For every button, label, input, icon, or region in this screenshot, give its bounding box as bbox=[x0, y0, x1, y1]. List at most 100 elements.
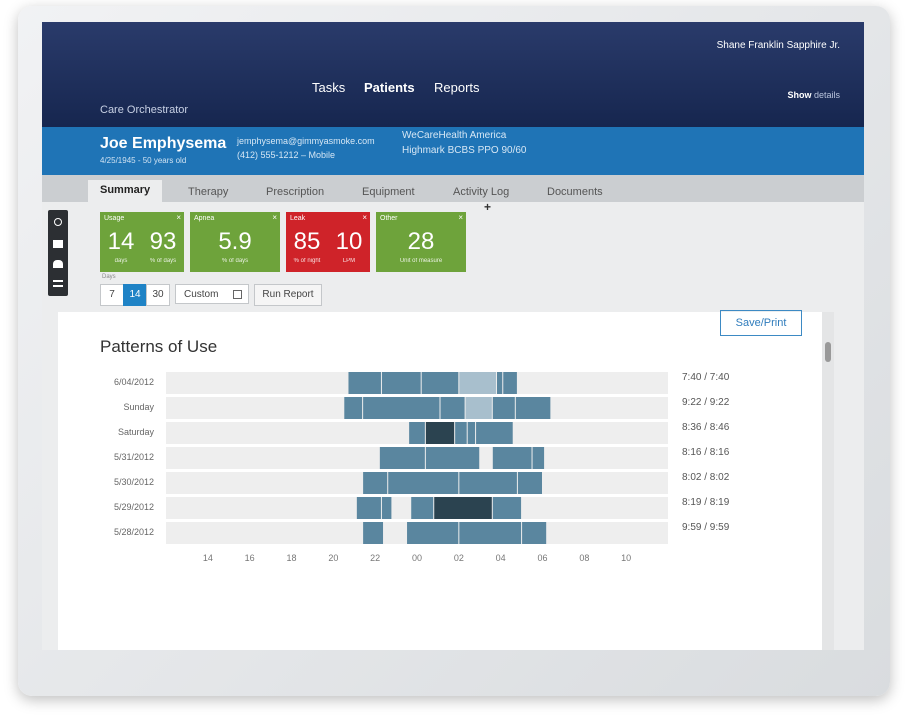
row-duration: 8:16 / 8:16 bbox=[682, 447, 730, 458]
usage-segment bbox=[407, 522, 459, 544]
patient-email: jemphysema@gimmyasmoke.com bbox=[237, 136, 375, 146]
tab[interactable]: Prescription bbox=[266, 186, 325, 198]
usage-segment bbox=[411, 497, 434, 519]
row-date: 5/30/2012 bbox=[114, 477, 154, 487]
x-tick-label: 02 bbox=[454, 553, 464, 563]
usage-segment bbox=[532, 447, 545, 469]
row-date: Sunday bbox=[123, 402, 154, 412]
usage-segment bbox=[363, 397, 440, 419]
day-option[interactable]: 7 bbox=[100, 284, 124, 306]
usage-segment bbox=[459, 522, 522, 544]
usage-segment bbox=[492, 497, 522, 519]
tile-close[interactable]: × bbox=[272, 213, 277, 222]
patient-phone: (412) 555-1212 – Mobile bbox=[237, 150, 336, 160]
usage-segment bbox=[515, 397, 551, 419]
search-icon[interactable] bbox=[54, 218, 62, 226]
usage-segment bbox=[434, 497, 492, 519]
x-tick-label: 14 bbox=[203, 553, 213, 563]
x-tick-label: 06 bbox=[537, 553, 547, 563]
tile-close[interactable]: × bbox=[176, 213, 181, 222]
tool-icon[interactable] bbox=[53, 240, 63, 248]
tile-unit: Unit of measure bbox=[399, 258, 443, 264]
tab[interactable]: Summary bbox=[88, 180, 163, 202]
row-duration: 8:36 / 8:46 bbox=[682, 422, 730, 433]
tile[interactable]: Usage × 14 days 93 % of days bbox=[100, 212, 184, 272]
usage-segment bbox=[363, 522, 384, 544]
usage-segment bbox=[356, 497, 381, 519]
patient-band: Joe Emphysema 4/25/1945 - 50 years old j… bbox=[42, 127, 864, 175]
app-name: Care Orchestrator bbox=[100, 104, 189, 116]
day-option[interactable]: 14 bbox=[123, 284, 147, 306]
usage-segment bbox=[503, 372, 517, 394]
usage-segment bbox=[409, 422, 425, 444]
show-details[interactable]: Show details bbox=[787, 90, 840, 100]
row-duration: 8:19 / 8:19 bbox=[682, 497, 730, 508]
nav-item[interactable]: Reports bbox=[434, 80, 480, 95]
patterns-chart: Patterns of Use 6/04/2012 7:40 / 7:40 Sund… bbox=[100, 337, 730, 563]
x-tick-label: 16 bbox=[245, 553, 255, 563]
tile-title: Other bbox=[380, 215, 398, 222]
scrollbar bbox=[822, 312, 834, 650]
usage-segment bbox=[381, 372, 421, 394]
usage-segment bbox=[388, 472, 459, 494]
x-tick-label: 22 bbox=[370, 553, 380, 563]
tile-value: 14 bbox=[107, 228, 135, 255]
tab[interactable]: Equipment bbox=[362, 186, 415, 198]
row-date: Saturday bbox=[118, 427, 155, 437]
tile[interactable]: Apnea × 5.9 % of days bbox=[190, 212, 280, 272]
x-tick-label: 00 bbox=[412, 553, 422, 563]
usage-segment bbox=[496, 372, 503, 394]
list-icon[interactable] bbox=[53, 280, 63, 287]
user-icon[interactable] bbox=[53, 260, 63, 268]
nav-item[interactable]: Patients bbox=[364, 80, 415, 95]
days-label: Days bbox=[102, 274, 116, 280]
day-option[interactable]: 30 bbox=[146, 284, 170, 306]
usage-segment bbox=[425, 447, 480, 469]
usage-segment bbox=[476, 422, 513, 444]
nav-item[interactable]: Tasks bbox=[312, 80, 346, 95]
tile-title: Usage bbox=[104, 215, 125, 222]
tile[interactable]: Leak × 85 % of night 10 LPM bbox=[286, 212, 370, 272]
tile-value: 85 bbox=[293, 228, 321, 255]
x-tick-label: 10 bbox=[621, 553, 631, 563]
usage-segment bbox=[381, 497, 392, 519]
x-tick-label: 18 bbox=[286, 553, 296, 563]
tile-unit: % of night bbox=[293, 258, 321, 264]
row-date: 5/28/2012 bbox=[114, 527, 154, 537]
screen: Shane Franklin Sapphire Jr. Care Orchest… bbox=[42, 22, 864, 650]
usage-segment bbox=[363, 472, 388, 494]
chart-title: Patterns of Use bbox=[100, 337, 217, 356]
usage-segment bbox=[348, 372, 381, 394]
patient-plan: Highmark BCBS PPO 90/60 bbox=[402, 145, 527, 156]
add-tile[interactable]: + bbox=[484, 200, 492, 214]
usage-segment bbox=[440, 397, 465, 419]
save-print[interactable]: Save/Print bbox=[720, 310, 802, 336]
tile-value: 5.9 bbox=[218, 228, 252, 255]
details: details bbox=[813, 90, 840, 100]
tile-close[interactable]: × bbox=[362, 213, 367, 222]
tab-bar: Summary Therapy Prescription Equipment Activ… bbox=[42, 175, 864, 202]
tile-title: Apnea bbox=[194, 215, 215, 222]
row-date: 5/31/2012 bbox=[114, 452, 154, 462]
usage-segment bbox=[492, 397, 515, 419]
patient-org: WeCareHealth America bbox=[402, 130, 507, 141]
custom-label: Custom bbox=[184, 289, 219, 300]
usage-segment bbox=[517, 472, 542, 494]
tab[interactable]: Therapy bbox=[188, 186, 229, 198]
side-toolbar bbox=[48, 210, 68, 296]
user-name[interactable]: Shane Franklin Sapphire Jr. bbox=[716, 40, 840, 51]
tile-close[interactable]: × bbox=[458, 213, 463, 222]
usage-segment bbox=[522, 522, 547, 544]
tile-unit: % of days bbox=[149, 258, 177, 264]
tile-unit: days bbox=[114, 258, 128, 264]
run-report[interactable]: Run Report bbox=[254, 284, 322, 306]
tab[interactable]: Documents bbox=[547, 186, 603, 198]
row-duration: 7:40 / 7:40 bbox=[682, 372, 730, 383]
tile[interactable]: Other × 28 Unit of measure bbox=[376, 212, 466, 272]
tile-value: 93 bbox=[149, 228, 177, 255]
row-duration: 8:02 / 8:02 bbox=[682, 472, 730, 483]
tile-value: 28 bbox=[407, 228, 435, 255]
tile-title: Leak bbox=[290, 215, 306, 222]
tab[interactable]: Activity Log bbox=[453, 186, 510, 198]
custom-range[interactable]: Custom bbox=[175, 284, 249, 304]
